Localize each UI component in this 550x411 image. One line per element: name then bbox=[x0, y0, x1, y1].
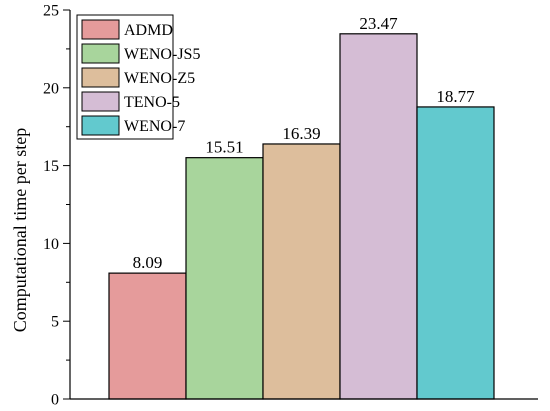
y-tick-label: 0 bbox=[51, 392, 59, 409]
y-tick-label: 10 bbox=[43, 236, 59, 253]
legend-label: WENO-JS5 bbox=[124, 46, 200, 63]
legend-swatch bbox=[81, 43, 120, 64]
legend-swatch bbox=[81, 19, 120, 40]
legend-swatch bbox=[81, 91, 120, 112]
bars-layer bbox=[108, 33, 495, 400]
value-label: 23.47 bbox=[359, 14, 398, 33]
value-label: 8.09 bbox=[133, 253, 163, 272]
y-tick-label: 15 bbox=[43, 158, 59, 175]
value-label: 18.77 bbox=[436, 87, 475, 106]
y-tick-label: 25 bbox=[43, 3, 59, 20]
bar-admd bbox=[108, 272, 187, 400]
y-tick-label: 5 bbox=[51, 314, 59, 331]
legend-swatch bbox=[81, 67, 120, 88]
bar-weno-7 bbox=[416, 106, 495, 400]
axes-layer: 0 5 10 15 20 25 bbox=[43, 3, 538, 409]
legend: ADMD WENO-JS5 WENO-Z5 TENO-5 WENO-7 bbox=[76, 14, 200, 140]
legend-label: TENO-5 bbox=[124, 94, 180, 111]
value-label: 16.39 bbox=[282, 124, 320, 143]
bar-teno-5 bbox=[339, 33, 418, 400]
value-labels-layer: 8.09 15.51 16.39 23.47 18.77 bbox=[133, 14, 476, 272]
bar-weno-js5 bbox=[185, 157, 264, 400]
legend-label: WENO-7 bbox=[124, 118, 185, 135]
value-label: 15.51 bbox=[205, 138, 243, 157]
legend-label: ADMD bbox=[124, 22, 173, 39]
legend-label: WENO-Z5 bbox=[124, 70, 195, 87]
legend-swatch bbox=[81, 115, 120, 136]
y-tick-label: 20 bbox=[43, 80, 59, 97]
bar-weno-z5 bbox=[262, 143, 341, 400]
y-axis-title: Computational time per step bbox=[10, 128, 30, 332]
